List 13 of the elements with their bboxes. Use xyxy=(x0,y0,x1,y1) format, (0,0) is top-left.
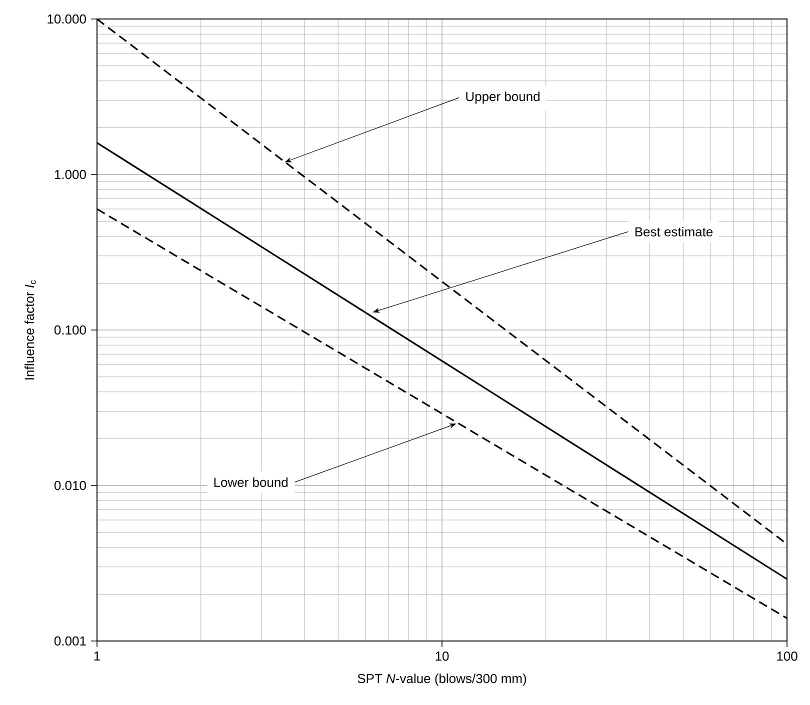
x-tick-label: 100 xyxy=(777,652,798,661)
annotation: Best estimate xyxy=(635,226,713,236)
y-axis-title: Influence factor I$_{c}$ xyxy=(24,280,36,380)
annotation: Lower bound xyxy=(214,477,288,487)
annotation: Upper bound xyxy=(466,92,540,104)
y-tick-label: 0.100 xyxy=(54,325,86,335)
y-tick-label: 10.000 xyxy=(48,14,86,24)
x-tick-label: 1 xyxy=(94,652,100,660)
x-tick-label: 10 xyxy=(436,652,449,661)
y-tick-label: 0.001 xyxy=(54,636,86,646)
y-tick-label: 1.000 xyxy=(54,170,86,180)
x-axis-title: SPT N-value (blows/300 mm) xyxy=(358,674,526,686)
y-tick-label: 0.010 xyxy=(54,480,86,490)
